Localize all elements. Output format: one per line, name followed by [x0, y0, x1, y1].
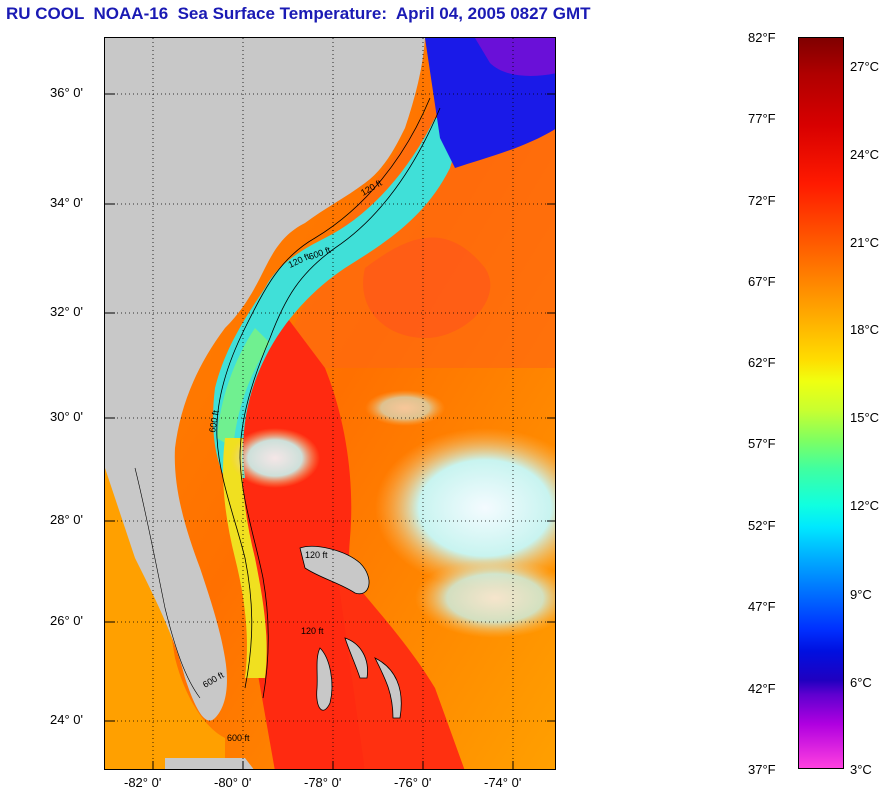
colorbar-label-c: 3°C [850, 762, 872, 777]
frame-ticks [105, 93, 555, 769]
cloud-cover [375, 428, 555, 588]
sst-map-canvas: 120 ft 600 ft 120 ft 600 ft 120 ft 600 f… [105, 38, 555, 769]
map-grid [105, 38, 555, 769]
colorbar-label-f: 62°F [748, 355, 776, 370]
bahamas-andros [316, 647, 333, 711]
colorbar-label-f: 72°F [748, 193, 776, 208]
colorbar-label-c: 27°C [850, 59, 880, 74]
contour-label: 120 ft [305, 550, 328, 560]
colorbar-label-f: 42°F [748, 681, 776, 696]
colorbar-label-f: 82°F [748, 30, 776, 45]
gulf-stream [234, 308, 365, 769]
temperature-colorbar [798, 37, 844, 769]
lon-label: -78° 0' [304, 775, 342, 790]
lat-label: 24° 0' [50, 712, 83, 727]
colorbar-label-f: 47°F [748, 599, 776, 614]
colorbar-label-f: 52°F [748, 518, 776, 533]
colorbar-label-c: 15°C [850, 410, 880, 425]
contour-label: 600 ft [207, 409, 221, 433]
sst-map[interactable]: 120 ft 600 ft 120 ft 600 ft 120 ft 600 f… [104, 37, 556, 770]
lon-label: -82° 0' [124, 775, 162, 790]
colorbar-label-f: 77°F [748, 111, 776, 126]
colorbar-label-f: 67°F [748, 274, 776, 289]
colorbar-label-c: 6°C [850, 675, 872, 690]
colorbar-label-c: 12°C [850, 498, 880, 513]
lon-label: -74° 0' [484, 775, 522, 790]
colorbar-label-f: 37°F [748, 762, 776, 777]
lat-label: 36° 0' [50, 85, 83, 100]
colorbar-label-c: 21°C [850, 235, 880, 250]
colorbar-label-c: 18°C [850, 322, 880, 337]
contour-label: 600 ft [227, 733, 250, 743]
colorbar-label-c: 24°C [850, 147, 880, 162]
colorbar-label-c: 9°C [850, 587, 872, 602]
contour-600ft [239, 107, 441, 699]
contour-label: 120 ft [301, 626, 324, 636]
lon-label: -80° 0' [214, 775, 252, 790]
contour-120ft [216, 97, 431, 689]
lat-label: 32° 0' [50, 304, 83, 319]
lat-label: 26° 0' [50, 613, 83, 628]
lat-label: 28° 0' [50, 512, 83, 527]
bahamas-grand [299, 545, 370, 595]
lat-label: 30° 0' [50, 409, 83, 424]
colorbar-label-f: 57°F [748, 436, 776, 451]
page-title: RU COOL NOAA-16 Sea Surface Temperature:… [6, 4, 591, 23]
lat-label: 34° 0' [50, 195, 83, 210]
landmass-us [105, 38, 425, 721]
shelf-water-cool [213, 118, 465, 478]
lon-label: -76° 0' [394, 775, 432, 790]
